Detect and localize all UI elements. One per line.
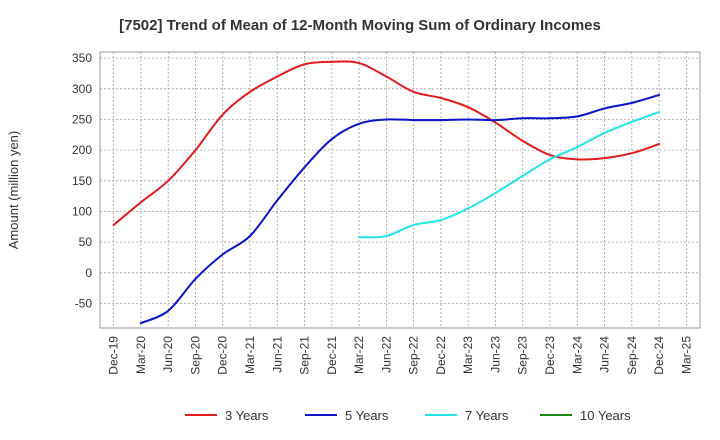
x-tick-label: Jun-24 [598, 336, 612, 373]
series-layer [112, 60, 661, 325]
y-tick-label: 300 [72, 82, 92, 96]
x-tick-label: Jun-22 [379, 336, 393, 373]
y-tick-label: 0 [85, 266, 92, 280]
y-axis-label: Amount (million yen) [6, 131, 21, 250]
x-tick-label: Sep-22 [407, 336, 421, 375]
y-tick-label: 250 [72, 112, 92, 126]
y-tick-label: -50 [75, 296, 93, 310]
chart-title: [7502] Trend of Mean of 12-Month Moving … [119, 17, 601, 34]
x-tick-label: Dec-24 [652, 336, 666, 375]
series-line-7-years [358, 111, 661, 239]
x-axis: Dec-19 Mar-20 Jun-20 Sep-20 Dec-20 Mar-21 Jun-… [107, 336, 694, 375]
x-tick-label: Jun-23 [488, 336, 502, 373]
series-line-5-years [139, 93, 661, 325]
legend: 3 Years 5 Years 7 Years 10 Years [185, 408, 631, 423]
x-tick-label: Jun-20 [161, 336, 175, 373]
x-tick-label: Dec-22 [434, 336, 448, 375]
x-tick-label: Sep-21 [298, 336, 312, 375]
legend-label-5-years: 5 Years [345, 408, 389, 423]
x-tick-label: Dec-21 [325, 336, 339, 375]
legend-label-10-years: 10 Years [580, 408, 631, 423]
plot-area [100, 52, 700, 328]
y-tick-label: 50 [79, 235, 93, 249]
x-tick-label: Jun-21 [270, 336, 284, 373]
y-tick-label: 350 [72, 51, 92, 65]
x-tick-label: Sep-20 [188, 336, 202, 375]
legend-label-3-years: 3 Years [225, 408, 269, 423]
grid [100, 52, 700, 328]
x-tick-label: Mar-20 [134, 336, 148, 374]
series-line-3-years [112, 60, 661, 226]
y-tick-label: 150 [72, 174, 92, 188]
y-tick-label: 200 [72, 143, 92, 157]
x-tick-label: Mar-23 [461, 336, 475, 374]
x-tick-label: Sep-23 [516, 336, 530, 375]
x-tick-label: Mar-21 [243, 336, 257, 374]
legend-label-7-years: 7 Years [465, 408, 509, 423]
plot-border [99, 51, 701, 329]
x-tick-label: Mar-24 [570, 336, 584, 374]
x-tick-label: Sep-24 [625, 336, 639, 375]
x-tick-label: Mar-22 [352, 336, 366, 374]
y-axis: -50 0 50 100 150 200 250 300 350 [72, 51, 92, 310]
y-tick-label: 100 [72, 204, 92, 218]
x-tick-label: Dec-20 [216, 336, 230, 375]
x-tick-label: Dec-23 [543, 336, 557, 375]
x-tick-label: Mar-25 [679, 336, 693, 374]
x-tick-label: Dec-19 [107, 336, 121, 375]
